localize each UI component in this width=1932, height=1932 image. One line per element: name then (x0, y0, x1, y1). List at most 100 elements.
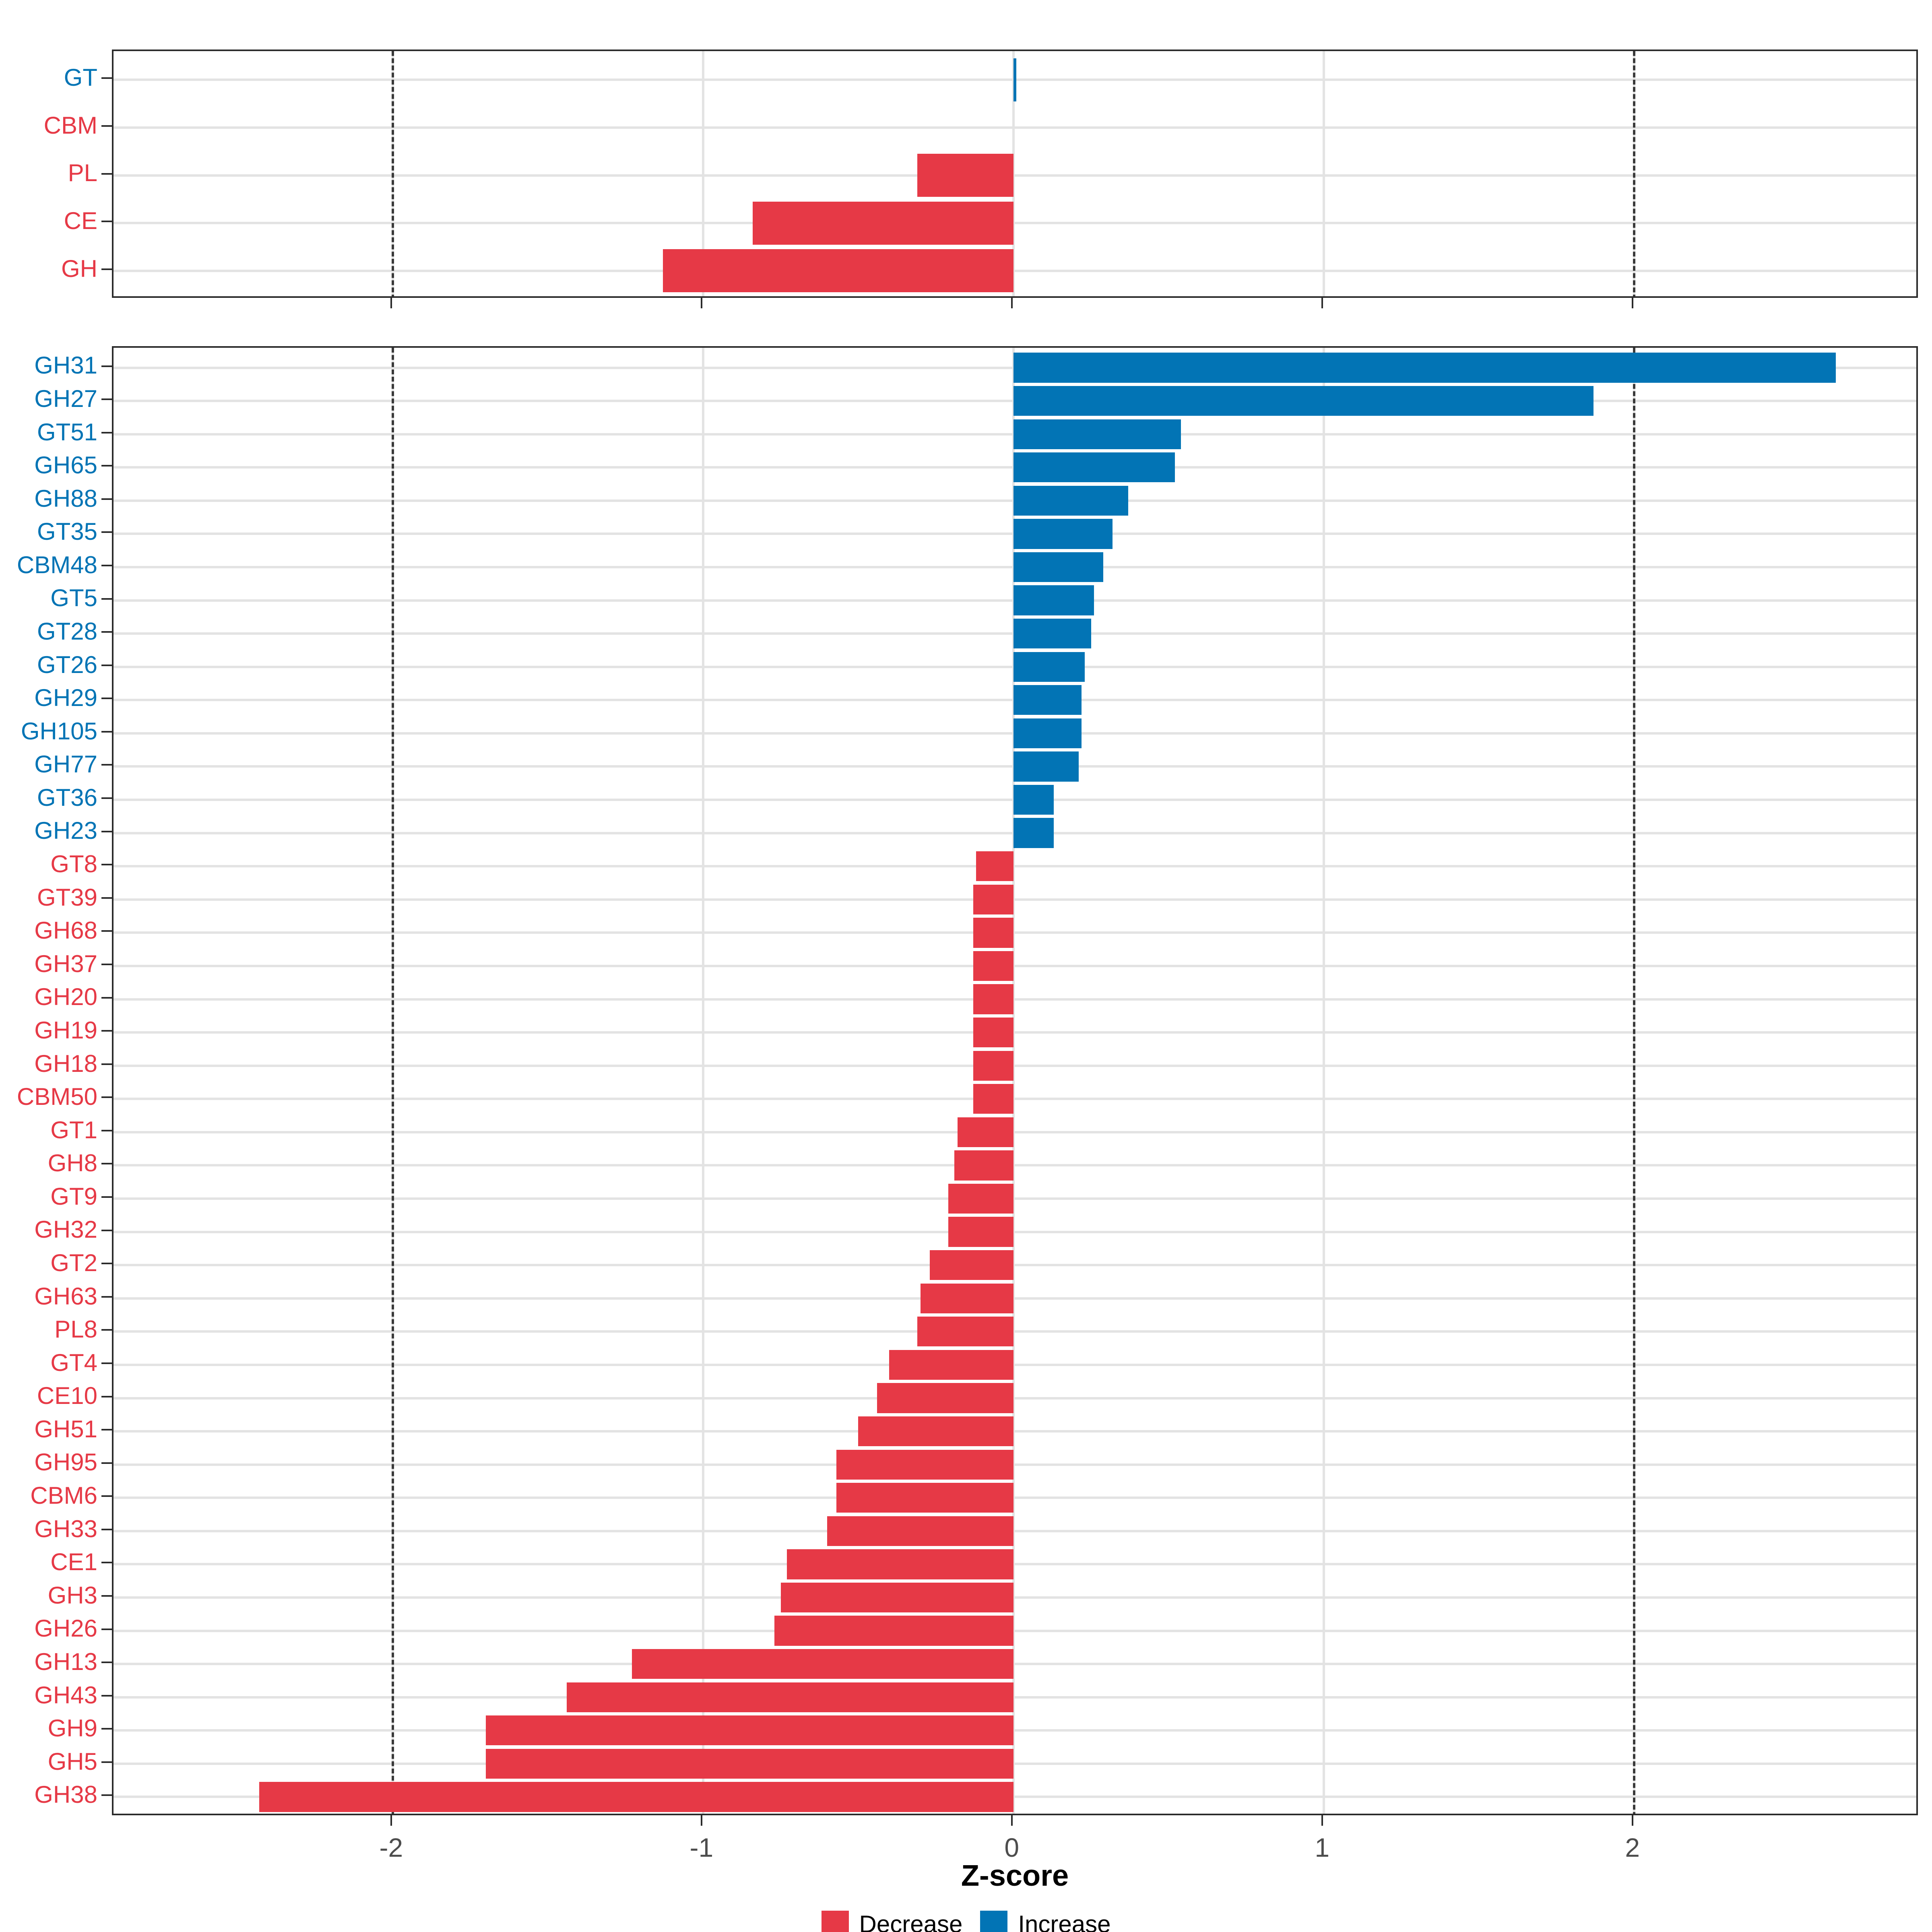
legend-item-increase: Increase (980, 1910, 1110, 1932)
dashed-line-2 (1633, 348, 1635, 1814)
y-label-PL: PL (68, 159, 97, 187)
y-tick-GT1 (101, 1129, 112, 1131)
x-tick-panel-main-0 (1011, 1815, 1013, 1826)
y-label-GT51: GT51 (37, 418, 97, 446)
gridline-row-CE10 (114, 1397, 1916, 1399)
legend-label-increase: Increase (1018, 1911, 1111, 1932)
legend-label-decrease: Decrease (859, 1911, 963, 1932)
y-tick-GH32 (101, 1229, 112, 1231)
y-label-GH23: GH23 (34, 817, 97, 844)
family-detail-panel (112, 346, 1918, 1815)
bar-GT26 (1013, 652, 1085, 682)
y-tick-GT36 (101, 797, 112, 799)
bar-GH43 (566, 1682, 1013, 1712)
y-label-CBM: CBM (43, 111, 97, 139)
gridline-x--1 (702, 51, 704, 296)
y-label-GH65: GH65 (34, 452, 97, 479)
x-axis-title: Z-score (961, 1859, 1069, 1892)
x-tick-label-0: 0 (1004, 1833, 1020, 1862)
legend-item-decrease: Decrease (821, 1910, 963, 1932)
bar-CE10 (877, 1383, 1013, 1413)
y-label-GT36: GT36 (37, 784, 97, 811)
class-summary-panel (112, 50, 1918, 298)
x-tick-panel-top-0 (1011, 298, 1013, 308)
y-tick-GH65 (101, 465, 112, 467)
gridline-x-0 (1012, 51, 1015, 296)
bar-GH65 (1013, 452, 1175, 483)
gridline-row-CBM (114, 126, 1916, 129)
x-tick-label-2: 2 (1625, 1833, 1640, 1862)
y-tick-GH27 (101, 398, 112, 400)
y-label-GH5: GH5 (47, 1748, 97, 1775)
gridline-row-GH (114, 269, 1916, 272)
x-tick-panel-main--1 (700, 1815, 702, 1826)
bar-CE1 (786, 1549, 1013, 1579)
gridline-row-GH20 (114, 998, 1916, 1001)
y-label-PL8: PL8 (54, 1316, 97, 1343)
gridline-row-GH37 (114, 964, 1916, 967)
bar-GH38 (259, 1782, 1013, 1812)
bar-GH8 (954, 1150, 1013, 1181)
dashed-line--2 (391, 51, 394, 296)
y-tick-GH5 (101, 1761, 112, 1763)
y-tick-GH88 (101, 498, 112, 500)
y-tick-GH38 (101, 1794, 112, 1796)
gridline-row-GT4 (114, 1363, 1916, 1366)
y-label-GH26: GH26 (34, 1615, 97, 1642)
bar-GH31 (1013, 353, 1836, 383)
bar-GH77 (1013, 751, 1079, 782)
y-label-GT4: GT4 (50, 1349, 97, 1376)
gridline-row-GH18 (114, 1064, 1916, 1067)
y-tick-PL (101, 173, 112, 175)
legend: Decrease Increase (0, 1910, 1932, 1932)
y-tick-GH3 (101, 1595, 112, 1597)
y-label-GT26: GT26 (37, 651, 97, 678)
bar-CBM48 (1013, 552, 1104, 582)
gridline-row-GH8 (114, 1164, 1916, 1167)
y-tick-GH23 (101, 830, 112, 832)
y-label-GT1: GT1 (50, 1116, 97, 1144)
x-tick-label--1: -1 (689, 1833, 714, 1862)
gridline-row-GH5 (114, 1762, 1916, 1765)
bar-PL (917, 154, 1013, 197)
bar-GH3 (780, 1582, 1013, 1613)
bar-GH51 (858, 1416, 1013, 1447)
bar-GT (1013, 58, 1017, 101)
bar-GH (663, 249, 1013, 293)
y-tick-CE (101, 221, 112, 223)
y-tick-PL8 (101, 1329, 112, 1331)
bar-GH9 (486, 1715, 1013, 1746)
y-tick-GH19 (101, 1030, 112, 1032)
bar-GH95 (836, 1449, 1013, 1480)
y-tick-GH20 (101, 997, 112, 999)
bar-GH105 (1013, 718, 1082, 749)
y-tick-CBM6 (101, 1495, 112, 1497)
x-tick-panel-top--2 (390, 298, 392, 308)
x-tick-panel-top-1 (1321, 298, 1323, 308)
bar-GT39 (973, 884, 1013, 914)
bar-PL8 (917, 1317, 1013, 1347)
y-tick-GH33 (101, 1528, 112, 1530)
bar-GT36 (1013, 784, 1054, 815)
y-label-GH18: GH18 (34, 1050, 97, 1077)
bar-CBM50 (973, 1084, 1013, 1114)
y-label-GH63: GH63 (34, 1282, 97, 1310)
x-tick-panel-main--2 (390, 1815, 392, 1826)
bar-GH26 (774, 1616, 1013, 1646)
y-label-GT9: GT9 (50, 1183, 97, 1210)
bar-GH68 (973, 918, 1013, 948)
y-label-CBM6: CBM6 (30, 1482, 97, 1509)
y-label-GH33: GH33 (34, 1515, 97, 1542)
y-tick-GT4 (101, 1362, 112, 1364)
x-tick-panel-main-1 (1321, 1815, 1323, 1826)
y-label-GH9: GH9 (47, 1715, 97, 1742)
bar-GH5 (486, 1748, 1013, 1779)
y-label-GH19: GH19 (34, 1016, 97, 1044)
bar-GH27 (1013, 386, 1594, 416)
y-tick-GT (101, 77, 112, 79)
bar-GH20 (973, 984, 1013, 1014)
bar-GH18 (973, 1051, 1013, 1081)
gridline-row-GH43 (114, 1696, 1916, 1699)
y-label-CBM50: CBM50 (17, 1083, 97, 1110)
